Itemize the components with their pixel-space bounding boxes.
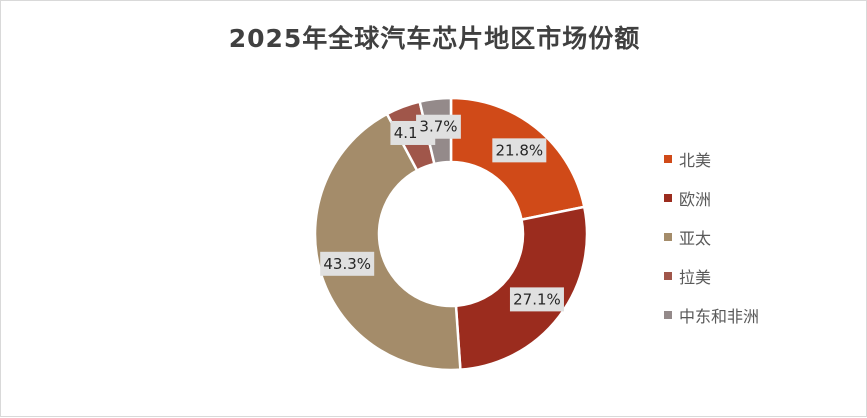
data-label-apac: 43.3%: [323, 255, 371, 273]
legend-item: 拉美: [664, 263, 759, 289]
data-label-box-eu: [509, 287, 564, 312]
legend-item: 北美: [664, 146, 759, 172]
data-label-mea: 3.7%: [419, 118, 457, 136]
legend-label-na: 北美: [679, 151, 712, 170]
data-label-eu: 27.1%: [513, 290, 561, 308]
data-label-box-mea: [416, 114, 461, 139]
legend-label-apac: 亚太: [679, 229, 712, 248]
legend-swatch-2: [664, 233, 672, 241]
legend-swatch-0: [664, 155, 672, 163]
chart-title: 2025年全球汽车芯片地区市场份额: [228, 24, 641, 53]
legend-swatch-4: [664, 311, 672, 319]
legend-item: 中东和非洲: [664, 302, 759, 328]
legend-item: 亚太: [664, 224, 759, 250]
slice-apac: [313, 112, 462, 372]
legend-label-mea: 中东和非洲: [679, 307, 760, 326]
data-label-box-na: [492, 138, 547, 163]
legend-label-latam: 拉美: [679, 268, 712, 287]
data-label-na: 21.8%: [495, 141, 543, 159]
legend: 北美 欧洲 亚太 拉美 中东和非洲: [664, 146, 759, 341]
data-label-box-apac: [320, 251, 375, 276]
legend-label-eu: 欧洲: [679, 190, 712, 209]
legend-item: 欧洲: [664, 185, 759, 211]
legend-swatch-3: [664, 272, 672, 280]
legend-swatch-1: [664, 194, 672, 202]
